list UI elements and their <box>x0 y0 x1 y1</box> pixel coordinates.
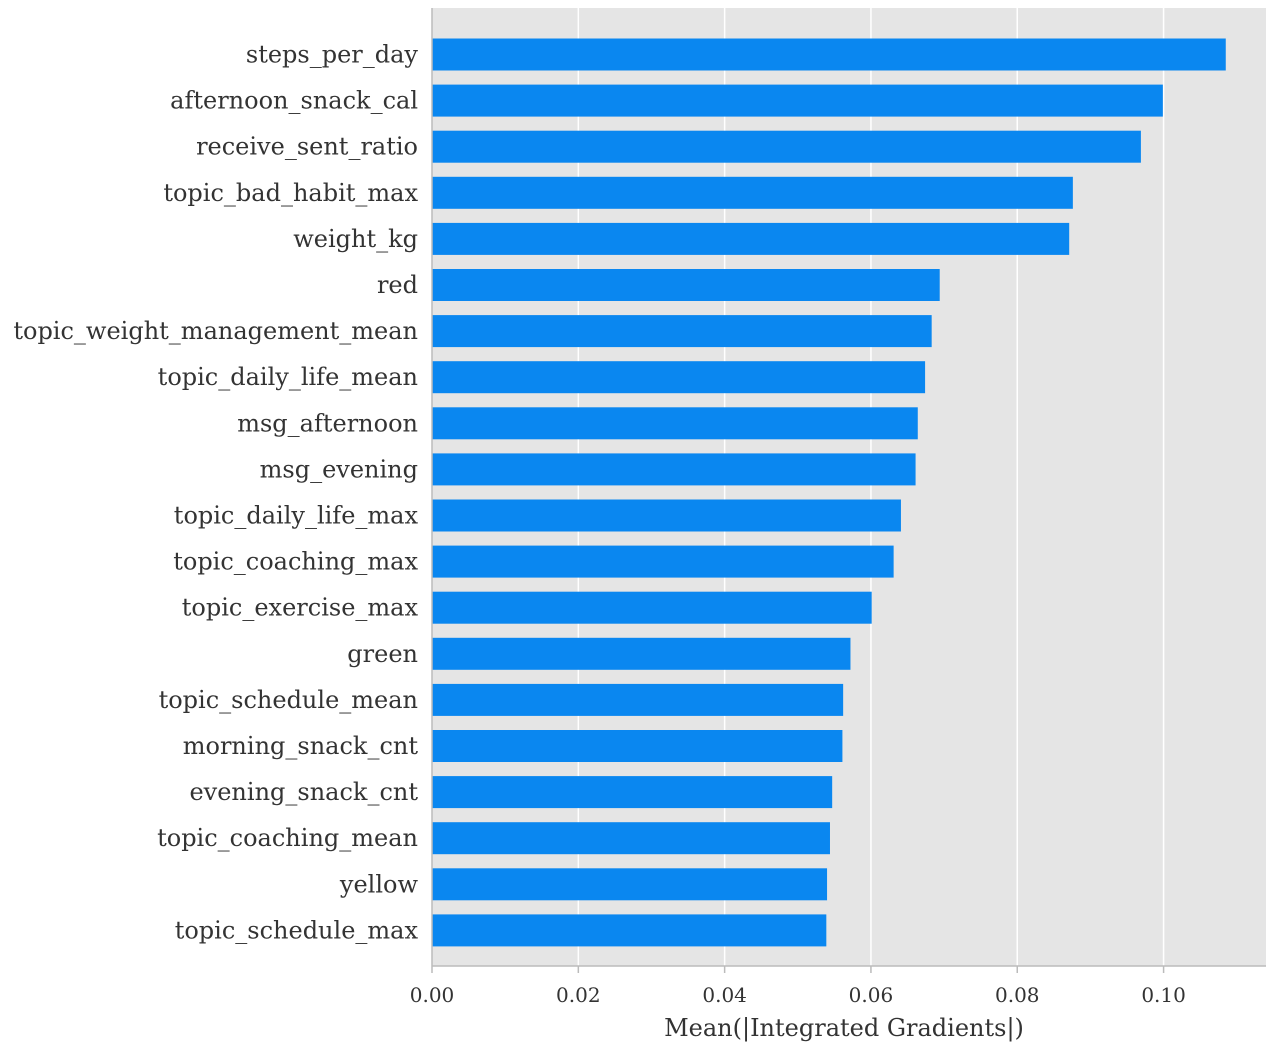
category-label: morning_snack_cnt <box>183 732 419 760</box>
bar <box>432 545 894 578</box>
x-tick-label: 0.10 <box>1141 983 1186 1007</box>
bar <box>432 407 918 440</box>
category-label: receive_sent_ratio <box>196 133 418 161</box>
x-tick-label: 0.04 <box>702 983 747 1007</box>
category-label: red <box>377 271 418 299</box>
bar <box>432 591 872 624</box>
category-label: msg_evening <box>260 455 418 483</box>
category-label: green <box>347 640 418 668</box>
category-label: topic_daily_life_mean <box>158 363 418 391</box>
bar <box>432 315 932 348</box>
category-label: topic_coaching_mean <box>157 824 418 852</box>
bar <box>432 176 1073 209</box>
bar <box>432 914 827 947</box>
category-label: topic_weight_management_mean <box>13 317 418 345</box>
x-tick-label: 0.08 <box>995 983 1040 1007</box>
bar <box>432 222 1070 255</box>
category-label: topic_daily_life_max <box>174 502 419 530</box>
category-label: topic_exercise_max <box>182 594 419 622</box>
x-tick-label: 0.02 <box>556 983 601 1007</box>
bar <box>432 499 901 532</box>
bar <box>432 822 830 855</box>
category-label: topic_bad_habit_max <box>163 179 418 207</box>
bar <box>432 269 940 301</box>
category-label: topic_schedule_max <box>175 916 419 944</box>
category-label: topic_schedule_mean <box>159 686 418 714</box>
x-tick-label: 0.06 <box>849 983 894 1007</box>
category-label: afternoon_snack_cal <box>170 87 418 115</box>
bar <box>432 637 851 670</box>
category-label: yellow <box>339 870 419 898</box>
category-label: topic_coaching_max <box>173 548 418 576</box>
category-label: steps_per_day <box>246 41 419 69</box>
category-label: evening_snack_cnt <box>189 778 418 806</box>
bar <box>432 130 1141 163</box>
category-label: weight_kg <box>293 225 418 253</box>
x-tick-label: 0.00 <box>410 983 455 1007</box>
bar <box>432 38 1226 71</box>
x-axis-ticks: 0.00 0.02 0.04 0.06 0.08 0.10 <box>410 966 1186 1007</box>
x-axis-title: Mean(|Integrated Gradients|) <box>664 1014 1024 1043</box>
category-label: msg_afternoon <box>237 409 418 437</box>
bar <box>432 868 828 901</box>
category-labels: steps_per_day afternoon_snack_cal receive_… <box>13 41 418 945</box>
bar <box>432 361 926 394</box>
bars <box>432 38 1226 947</box>
bar <box>432 776 833 809</box>
bar <box>432 683 844 716</box>
bar <box>432 730 843 762</box>
bar <box>432 84 1163 117</box>
bar <box>432 453 916 486</box>
